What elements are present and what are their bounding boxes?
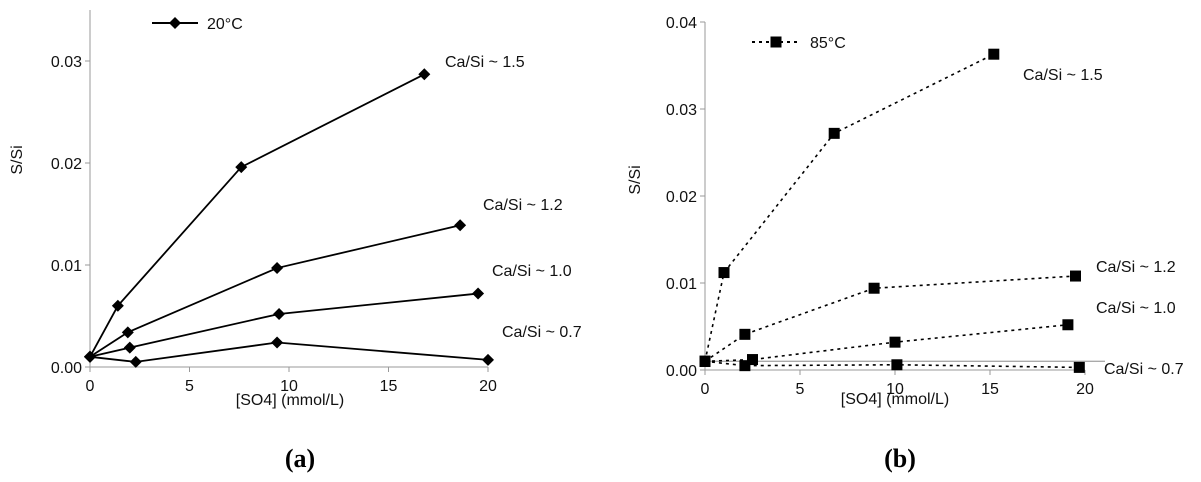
data-point	[235, 161, 248, 174]
series-line	[89, 292, 479, 358]
data-point	[472, 287, 485, 300]
legend-marker	[770, 36, 782, 48]
y-tick-label: 0.01	[51, 258, 82, 275]
data-point	[747, 354, 758, 366]
series-line	[704, 53, 995, 362]
series-line	[89, 224, 461, 358]
x-tick-label: 0	[86, 378, 95, 395]
panel-label: (a)	[285, 444, 315, 473]
data-point	[454, 219, 467, 232]
data-point	[123, 341, 136, 354]
y-tick-label: 0.04	[666, 15, 697, 32]
x-axis-title: [SO4] (mmol/L)	[841, 391, 949, 408]
data-point	[988, 48, 1000, 60]
legend-label: 20°C	[207, 16, 243, 33]
x-tick-label: 10	[280, 378, 298, 395]
data-point	[1070, 270, 1081, 282]
x-tick-label: 5	[185, 378, 194, 395]
y-tick-label: 0.01	[666, 276, 697, 293]
series-label: Ca/Si ~ 1.5	[1023, 67, 1103, 84]
y-tick-label: 0.02	[666, 189, 697, 206]
legend-marker	[169, 17, 181, 29]
y-tick-label: 0.02	[51, 156, 82, 173]
y-tick-label: 0.03	[666, 102, 697, 119]
data-point	[84, 350, 96, 363]
data-point	[111, 299, 124, 312]
data-point	[129, 355, 142, 368]
series-line	[704, 275, 1076, 362]
series-label: Ca/Si ~ 1.2	[483, 197, 563, 214]
data-point	[699, 355, 711, 367]
x-tick-label: 15	[380, 378, 398, 395]
data-point	[121, 326, 134, 339]
data-point	[271, 336, 284, 349]
y-tick-label: 0.00	[666, 363, 697, 380]
y-axis-title: S/Si	[9, 145, 26, 174]
data-point	[739, 328, 751, 340]
series-label: Ca/Si ~ 1.0	[492, 263, 572, 280]
chart-panel-a: 0.00 0.01 0.02 0.03 0 5 10 15 20 [SO4] (mmol/L) S/…	[9, 10, 582, 473]
chart-panel-b: 0.00 0.01 0.02 0.03 0.04 0 5 10 15 20 [SO4] (mmol/…	[627, 15, 1184, 473]
y-tick-label: 0.03	[51, 54, 82, 71]
data-point	[1073, 361, 1085, 373]
series-label: Ca/Si ~ 1.2	[1096, 259, 1176, 276]
data-point	[273, 307, 286, 320]
y-tick-label: 0.00	[51, 360, 82, 377]
x-tick-label: 20	[479, 378, 497, 395]
series-label: Ca/Si ~ 0.7	[1104, 361, 1184, 378]
panel-label: (b)	[884, 444, 916, 473]
data-point	[828, 127, 840, 139]
data-point	[271, 262, 284, 275]
x-tick-label: 5	[796, 381, 805, 398]
x-tick-label: 10	[886, 381, 904, 398]
series-line	[89, 341, 489, 363]
series-line	[704, 323, 1068, 363]
data-point	[418, 68, 431, 81]
x-axis-title: [SO4] (mmol/L)	[236, 392, 344, 409]
series-label: Ca/Si ~ 1.0	[1096, 300, 1176, 317]
series-line	[89, 73, 425, 358]
legend-label: 85°C	[810, 35, 846, 52]
data-point	[891, 359, 903, 371]
x-tick-label: 15	[981, 381, 999, 398]
data-point	[1062, 319, 1074, 331]
x-tick-label: 20	[1076, 381, 1094, 398]
series-label: Ca/Si ~ 1.5	[445, 54, 525, 71]
data-point	[739, 360, 751, 372]
data-point	[868, 282, 880, 294]
data-point	[718, 267, 730, 279]
data-point	[482, 353, 494, 366]
series-label: Ca/Si ~ 0.7	[502, 324, 582, 341]
y-axis-title: S/Si	[627, 165, 644, 194]
data-point	[889, 336, 901, 348]
x-tick-label: 0	[701, 381, 710, 398]
